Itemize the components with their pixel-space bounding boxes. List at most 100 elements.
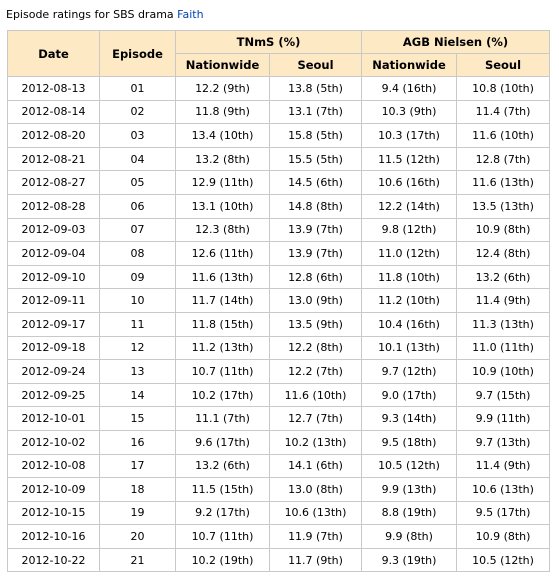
table-row: 2012-09-18 12 11.2 (13th) 12.2 (8th) 10.1 (1… [7, 335, 551, 361]
cell-tnms-seoul: 12.2 (8th) [269, 335, 362, 361]
header-agb-seoul: Seoul [455, 53, 551, 77]
cell-agb-seoul: 10.9 (10th) [455, 359, 551, 384]
table-row: 2012-09-17 11 11.8 (15th) 13.5 (9th) 10.4 (1… [7, 311, 551, 337]
cell-tnms-seoul: 15.5 (5th) [269, 146, 362, 172]
cell-agb-seoul: 11.0 (11th) [455, 335, 551, 361]
cell-agb-seoul: 9.9 (11th) [455, 406, 551, 431]
cell-agb-nationwide: 10.5 (12th) [361, 453, 457, 479]
cell-agb-seoul: 11.4 (9th) [455, 288, 551, 313]
cell-agb-nationwide: 9.0 (17th) [361, 382, 457, 408]
cell-agb-seoul: 13.5 (13th) [455, 193, 551, 219]
header-tnms-seoul: Seoul [269, 53, 362, 77]
cell-tnms-nationwide: 12.2 (9th) [175, 76, 270, 101]
cell-agb-nationwide: 10.6 (16th) [361, 170, 457, 195]
cell-episode: 13 [99, 359, 176, 384]
cell-tnms-seoul: 11.9 (7th) [269, 524, 362, 549]
cell-date: 2012-08-21 [7, 146, 100, 172]
header-agb-nationwide: Nationwide [361, 53, 457, 77]
table-row: 2012-09-10 09 11.6 (13th) 12.8 (6th) 11.8 (1… [7, 264, 551, 290]
cell-date: 2012-09-11 [7, 288, 100, 313]
cell-agb-nationwide: 9.3 (19th) [361, 547, 457, 573]
cell-agb-seoul: 11.6 (13th) [455, 170, 551, 195]
table-caption: Episode ratings for SBS drama Faith [6, 8, 204, 21]
table-row: 2012-09-11 10 11.7 (14th) 13.0 (9th) 11.2 (1… [7, 288, 551, 313]
cell-tnms-nationwide: 12.3 (8th) [175, 217, 270, 243]
cell-episode: 05 [99, 170, 176, 195]
cell-date: 2012-10-15 [7, 500, 100, 526]
cell-episode: 19 [99, 500, 176, 526]
table-row: 2012-09-04 08 12.6 (11th) 13.9 (7th) 11.0 (1… [7, 241, 551, 266]
drama-link[interactable]: Faith [177, 8, 204, 21]
cell-agb-nationwide: 9.7 (12th) [361, 359, 457, 384]
cell-tnms-seoul: 13.0 (9th) [269, 288, 362, 313]
cell-episode: 21 [99, 547, 176, 573]
cell-agb-seoul: 9.7 (13th) [455, 429, 551, 455]
cell-date: 2012-10-02 [7, 429, 100, 455]
cell-tnms-nationwide: 9.2 (17th) [175, 500, 270, 526]
cell-agb-nationwide: 8.8 (19th) [361, 500, 457, 526]
cell-tnms-nationwide: 11.8 (15th) [175, 311, 270, 337]
cell-date: 2012-09-24 [7, 359, 100, 384]
cell-date: 2012-08-28 [7, 193, 100, 219]
cell-tnms-nationwide: 11.8 (9th) [175, 99, 270, 125]
cell-episode: 11 [99, 311, 176, 337]
cell-agb-seoul: 12.4 (8th) [455, 241, 551, 266]
cell-episode: 16 [99, 429, 176, 455]
header-agb: AGB Nielsen (%) [360, 30, 551, 54]
cell-date: 2012-08-20 [7, 123, 100, 148]
cell-agb-seoul: 9.5 (17th) [455, 500, 551, 526]
cell-date: 2012-08-13 [7, 76, 100, 101]
cell-agb-nationwide: 9.5 (18th) [361, 429, 457, 455]
ratings-table: Date Episode TNmS (%) AGB Nielsen (%) Na… [7, 30, 551, 573]
cell-tnms-nationwide: 12.6 (11th) [175, 241, 270, 266]
cell-tnms-seoul: 13.0 (8th) [269, 477, 362, 502]
cell-date: 2012-10-09 [7, 477, 100, 502]
cell-episode: 07 [99, 217, 176, 243]
cell-agb-nationwide: 9.9 (8th) [361, 524, 457, 549]
cell-agb-seoul: 10.9 (8th) [455, 524, 551, 549]
cell-tnms-seoul: 12.2 (7th) [269, 359, 362, 384]
cell-episode: 10 [99, 288, 176, 313]
cell-date: 2012-09-17 [7, 311, 100, 337]
cell-tnms-nationwide: 11.6 (13th) [175, 264, 270, 290]
cell-date: 2012-09-04 [7, 241, 100, 266]
cell-tnms-seoul: 13.1 (7th) [269, 99, 362, 125]
cell-tnms-nationwide: 11.7 (14th) [175, 288, 270, 313]
cell-tnms-nationwide: 12.9 (11th) [175, 170, 270, 195]
table-row: 2012-08-21 04 13.2 (8th) 15.5 (5th) 11.5 (12… [7, 146, 551, 172]
cell-tnms-nationwide: 11.1 (7th) [175, 406, 270, 431]
cell-agb-nationwide: 11.2 (10th) [361, 288, 457, 313]
cell-episode: 09 [99, 264, 176, 290]
cell-tnms-nationwide: 9.6 (17th) [175, 429, 270, 455]
cell-tnms-seoul: 11.6 (10th) [269, 382, 362, 408]
cell-date: 2012-08-27 [7, 170, 100, 195]
cell-episode: 14 [99, 382, 176, 408]
cell-tnms-nationwide: 13.4 (10th) [175, 123, 270, 148]
cell-date: 2012-10-22 [7, 547, 100, 573]
cell-agb-seoul: 10.6 (13th) [455, 477, 551, 502]
cell-tnms-nationwide: 11.2 (13th) [175, 335, 270, 361]
header-tnms-nationwide: Nationwide [175, 53, 270, 77]
header-row-2: Nationwide Seoul Nationwide Seoul [8, 53, 551, 77]
cell-episode: 18 [99, 477, 176, 502]
cell-tnms-nationwide: 10.2 (17th) [175, 382, 270, 408]
cell-agb-nationwide: 10.3 (9th) [361, 99, 457, 125]
table-row: 2012-10-16 20 10.7 (11th) 11.9 (7th) 9.9 (8t… [7, 524, 551, 549]
header-row-1: Date Episode TNmS (%) AGB Nielsen (%) [7, 30, 551, 77]
cell-tnms-nationwide: 13.2 (8th) [175, 146, 270, 172]
cell-tnms-nationwide: 13.2 (6th) [175, 453, 270, 479]
cell-episode: 03 [99, 123, 176, 148]
header-episode: Episode [99, 30, 176, 77]
cell-episode: 04 [99, 146, 176, 172]
cell-agb-seoul: 10.8 (10th) [455, 76, 551, 101]
cell-tnms-seoul: 15.8 (5th) [269, 123, 362, 148]
cell-tnms-seoul: 14.1 (6th) [269, 453, 362, 479]
table-row: 2012-08-20 03 13.4 (10th) 15.8 (5th) 10.3 (1… [7, 123, 551, 148]
cell-tnms-seoul: 11.7 (9th) [269, 547, 362, 573]
cell-agb-nationwide: 11.8 (10th) [361, 264, 457, 290]
header-tnms: TNmS (%) [175, 30, 362, 54]
cell-episode: 15 [99, 406, 176, 431]
cell-episode: 08 [99, 241, 176, 266]
cell-date: 2012-10-16 [7, 524, 100, 549]
cell-tnms-nationwide: 10.7 (11th) [175, 524, 270, 549]
